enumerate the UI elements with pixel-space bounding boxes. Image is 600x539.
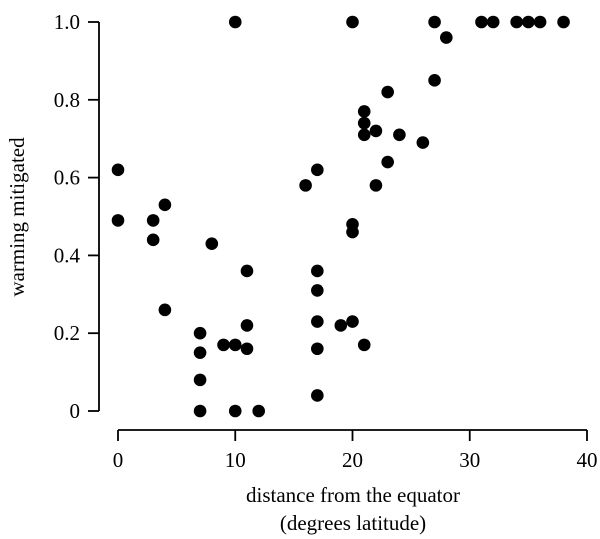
data-point bbox=[393, 128, 406, 142]
data-point bbox=[311, 284, 324, 297]
data-point bbox=[486, 15, 500, 29]
y-tick-label: 0 bbox=[70, 399, 81, 423]
data-point bbox=[475, 15, 488, 29]
data-point bbox=[311, 163, 324, 177]
y-tick-label: 1.0 bbox=[54, 10, 80, 34]
x-axis: 0 10 20 30 40 bbox=[113, 429, 598, 472]
data-point bbox=[334, 319, 348, 332]
x-tick-label: 40 bbox=[577, 448, 598, 472]
x-tick-label: 0 bbox=[113, 448, 124, 472]
data-point bbox=[428, 74, 441, 87]
x-tick-label: 20 bbox=[342, 448, 363, 472]
data-point bbox=[416, 136, 430, 149]
data-point bbox=[440, 31, 453, 44]
y-axis-title: warming mitigated bbox=[5, 137, 29, 297]
data-point bbox=[240, 319, 254, 332]
y-tick-label: 0.6 bbox=[54, 166, 80, 190]
data-point bbox=[381, 155, 394, 169]
x-tick-label: 30 bbox=[459, 448, 480, 472]
data-point bbox=[369, 124, 383, 138]
data-point bbox=[252, 404, 265, 418]
data-point bbox=[205, 237, 219, 251]
data-point bbox=[311, 315, 324, 328]
data-point bbox=[228, 404, 242, 418]
data-point bbox=[357, 105, 371, 118]
data-point bbox=[510, 15, 523, 29]
y-tick-label: 0.4 bbox=[54, 243, 81, 267]
y-tick-label: 0.2 bbox=[54, 321, 80, 345]
data-point bbox=[357, 128, 371, 142]
data-point bbox=[357, 116, 371, 130]
data-point bbox=[193, 404, 207, 418]
y-tick-label: 0.8 bbox=[54, 88, 80, 112]
data-point bbox=[217, 338, 230, 352]
data-point bbox=[240, 264, 254, 278]
data-point bbox=[346, 15, 359, 29]
data-point bbox=[158, 303, 172, 317]
x-tick-label: 10 bbox=[225, 448, 246, 472]
data-point bbox=[193, 346, 207, 359]
data-point bbox=[533, 15, 547, 29]
x-axis-title-line-1: distance from the equator bbox=[246, 483, 460, 507]
data-point bbox=[146, 233, 160, 247]
data-point bbox=[557, 15, 570, 29]
data-point bbox=[346, 315, 359, 328]
data-point bbox=[158, 198, 172, 212]
data-point bbox=[111, 214, 125, 227]
y-axis: 0 0.2 0.4 0.6 0.8 1.0 bbox=[54, 10, 100, 423]
x-axis-title-line-2: (degrees latitude) bbox=[280, 511, 426, 535]
data-point bbox=[428, 15, 441, 29]
data-point bbox=[228, 15, 242, 29]
data-point bbox=[146, 214, 160, 227]
data-points bbox=[111, 15, 570, 418]
data-point bbox=[357, 338, 371, 352]
data-point bbox=[240, 342, 254, 356]
data-point bbox=[193, 326, 207, 340]
data-point bbox=[346, 225, 359, 239]
data-point bbox=[311, 264, 324, 278]
data-point bbox=[369, 179, 383, 192]
data-point bbox=[228, 338, 242, 352]
data-point bbox=[111, 163, 125, 177]
data-point bbox=[522, 15, 535, 29]
data-point bbox=[381, 85, 394, 99]
data-point bbox=[193, 373, 207, 387]
data-point bbox=[299, 179, 312, 192]
data-point bbox=[311, 389, 324, 402]
data-point bbox=[311, 342, 324, 356]
